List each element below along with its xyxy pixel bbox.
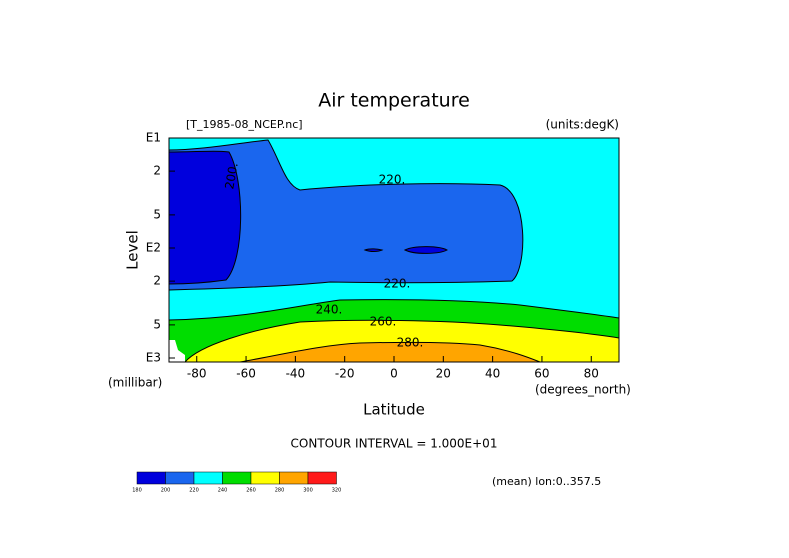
- contour-label: 200.: [222, 162, 240, 191]
- contour-label: 260.: [370, 315, 397, 329]
- colorbar-label: 220: [189, 488, 199, 494]
- contour-region: [239, 341, 541, 363]
- x-tick-label: 80: [584, 367, 599, 381]
- footer-label: (mean) lon:0..357.5: [492, 475, 601, 488]
- source-label: [T_1985-08_NCEP.nc]: [186, 118, 303, 131]
- y-axis-title: Level: [124, 230, 142, 270]
- chart-title: Air temperature: [318, 90, 470, 112]
- y-tick-label: 2: [153, 274, 161, 288]
- colorbar-label: 240: [218, 488, 228, 494]
- colorbar-label: 320: [332, 488, 342, 494]
- colorbar-swatch: [165, 471, 195, 485]
- y-tick-label: E2: [146, 241, 161, 255]
- colorbar-label: 260: [246, 488, 256, 494]
- y-tick-label: E1: [146, 131, 161, 145]
- x-units: (degrees_north): [535, 383, 631, 397]
- x-tick-label: -40: [286, 367, 306, 381]
- colorbar-swatch: [136, 471, 166, 485]
- x-axis-title: Latitude: [363, 401, 425, 419]
- colorbar-swatch: [193, 471, 223, 485]
- x-tick-label: 20: [436, 367, 451, 381]
- contour-region: [363, 246, 449, 254]
- x-tick-label: -80: [187, 367, 207, 381]
- y-tick-label: 2: [153, 164, 161, 178]
- y-tick-label: 5: [153, 317, 161, 331]
- contour-label: 240.: [316, 303, 343, 317]
- contour-label: 220.: [384, 277, 411, 291]
- y-tick-label: E3: [146, 351, 161, 365]
- colorbar-swatch: [250, 471, 280, 485]
- colorbar-label: 180: [132, 488, 142, 494]
- missing-data: [169, 340, 185, 362]
- contour-region: [168, 150, 242, 285]
- y-units: (millibar): [108, 376, 162, 390]
- x-tick-label: -20: [335, 367, 355, 381]
- colorbar-label: 300: [303, 488, 313, 494]
- contour-label: 280.: [397, 336, 424, 350]
- colorbar-label: 280: [275, 488, 285, 494]
- x-tick-label: 60: [534, 367, 549, 381]
- contour-fills: [168, 137, 620, 363]
- x-tick-label: -60: [236, 367, 256, 381]
- units-label: (units:degK): [546, 118, 619, 132]
- contour-interval: CONTOUR INTERVAL = 1.000E+01: [291, 437, 498, 451]
- colorbar-swatch: [279, 471, 309, 485]
- colorbar-label: 200: [161, 488, 171, 494]
- contour-label: 220.: [379, 173, 406, 187]
- colorbar-swatch: [307, 471, 337, 485]
- x-tick-label: 0: [390, 367, 398, 381]
- y-tick-label: 5: [153, 207, 161, 221]
- colorbar: 180 200 220 240 260 280 300 320: [132, 471, 342, 494]
- x-tick-label: 40: [485, 367, 500, 381]
- colorbar-swatch: [222, 471, 252, 485]
